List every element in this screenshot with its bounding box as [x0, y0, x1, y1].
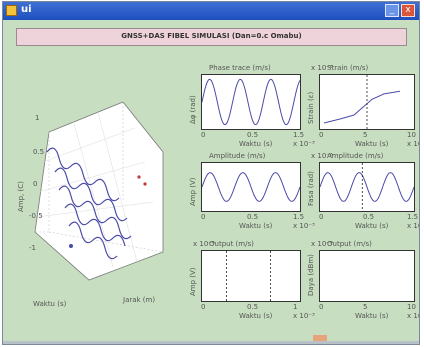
plot-3d[interactable]: 1 0.5 0 -0.5 -1 Amp, (C) Waktu (s) Jarak… [13, 62, 191, 322]
minimize-button[interactable]: _ [385, 4, 399, 17]
plot-title: Amplitude (m/s) [327, 152, 383, 160]
plot-ylabel: Amp (V) [189, 267, 197, 296]
plot-ylabel: Amp (V) [189, 177, 197, 206]
app-icon [6, 5, 17, 16]
x-tick: 1.5 [407, 213, 418, 221]
x-exponent: x 10⁻³ [407, 312, 420, 320]
z-tick: 1 [35, 114, 39, 122]
x-tick: 0 [319, 131, 323, 139]
plot-panel-p4[interactable] [319, 162, 415, 212]
plot-canvas [202, 251, 300, 301]
x-tick: 0 [201, 303, 205, 311]
x-tick: 5 [363, 131, 367, 139]
plot-canvas [320, 163, 414, 211]
plot-3d-canvas [13, 62, 191, 322]
x-tick: 0.5 [247, 303, 258, 311]
x-exponent: x 10⁻³ [407, 140, 420, 148]
x-tick: 1.5 [293, 213, 304, 221]
title-bar[interactable]: ui _ x [3, 2, 419, 20]
plot-xlabel: Waktu (s) [239, 222, 272, 230]
plot-canvas [202, 163, 300, 211]
plot-trace [202, 173, 300, 202]
plot-trace [320, 173, 414, 202]
plot-xlabel: Waktu (s) [355, 312, 388, 320]
plot-ylabel: Strain (ε) [307, 92, 315, 124]
plot-title: Output (m/s) [209, 240, 254, 248]
x-exponent: x 10⁻³ [293, 312, 315, 320]
close-button[interactable]: x [401, 4, 415, 17]
plot-panel-p5[interactable] [201, 250, 301, 302]
plot-canvas [320, 251, 414, 301]
x-tick: 1.5 [293, 131, 304, 139]
x-exponent: x 10⁻³ [293, 222, 315, 230]
status-bar [3, 341, 419, 344]
plot-xlabel: Waktu (s) [239, 140, 272, 148]
plot-panel-p3[interactable] [201, 162, 301, 212]
x-tick: 10 [407, 303, 416, 311]
plot-ylabel: Daya (dBm) [307, 254, 315, 296]
plot-xlabel: Waktu (s) [355, 222, 388, 230]
plot-canvas [202, 75, 300, 129]
plot-trace [202, 79, 300, 124]
plot-xlabel: Waktu (s) [239, 312, 272, 320]
x-tick: 0.5 [363, 213, 374, 221]
y-exponent: x 10⁻⁶ [193, 240, 215, 248]
header-title: GNSS+DAS FIBEL SIMULASI (Dan=0.c Omabu) [17, 32, 406, 40]
plot-panel-p2[interactable] [319, 74, 415, 130]
x-tick: 0 [201, 213, 205, 221]
plot-panel-p6[interactable] [319, 250, 415, 302]
z-tick: 0 [33, 180, 37, 188]
plot-xlabel: Waktu (s) [355, 140, 388, 148]
window-title: ui [21, 4, 32, 15]
plot-ylabel: Fasa (rad) [307, 171, 315, 206]
x-tick: 5 [363, 303, 367, 311]
y-exponent: x 10⁻⁶ [311, 240, 333, 248]
x-tick: 0 [201, 131, 205, 139]
plot-ylabel: Δφ (rad) [189, 95, 197, 124]
plot-title: Output (m/s) [327, 240, 372, 248]
y-axis-label: Jarak (m) [123, 296, 155, 304]
plot-trace [324, 91, 400, 123]
x-tick: 10 [407, 131, 416, 139]
y-exponent: x 10⁻⁶ [311, 152, 333, 160]
y-exponent: x 10⁻⁶ [311, 64, 333, 72]
x-exponent: x 10⁻³ [407, 222, 420, 230]
plot-title: Phase trace (m/s) [209, 64, 271, 72]
plot-title: Strain (m/s) [327, 64, 368, 72]
z-axis-label: Amp, (C) [17, 181, 25, 212]
application-window: ui _ x GNSS+DAS FIBEL SIMULASI (Dan=0.c … [2, 1, 420, 345]
x-exponent: x 10⁻³ [293, 140, 315, 148]
z-tick: -1 [29, 244, 36, 252]
x-tick: 0.5 [247, 213, 258, 221]
x-axis-label: Waktu (s) [33, 300, 66, 308]
plot-3d-box [35, 102, 163, 280]
plot-panel-p1[interactable] [201, 74, 301, 130]
x-tick: 0.5 [247, 131, 258, 139]
z-tick: 0.5 [33, 148, 44, 156]
z-tick: -0.5 [29, 212, 43, 220]
header-panel: GNSS+DAS FIBEL SIMULASI (Dan=0.c Omabu) [16, 28, 407, 46]
x-tick: 1 [293, 303, 297, 311]
plot-title: Amplitude (m/s) [209, 152, 265, 160]
x-tick: 0 [319, 303, 323, 311]
plot-canvas [320, 75, 414, 129]
x-tick: 0 [319, 213, 323, 221]
